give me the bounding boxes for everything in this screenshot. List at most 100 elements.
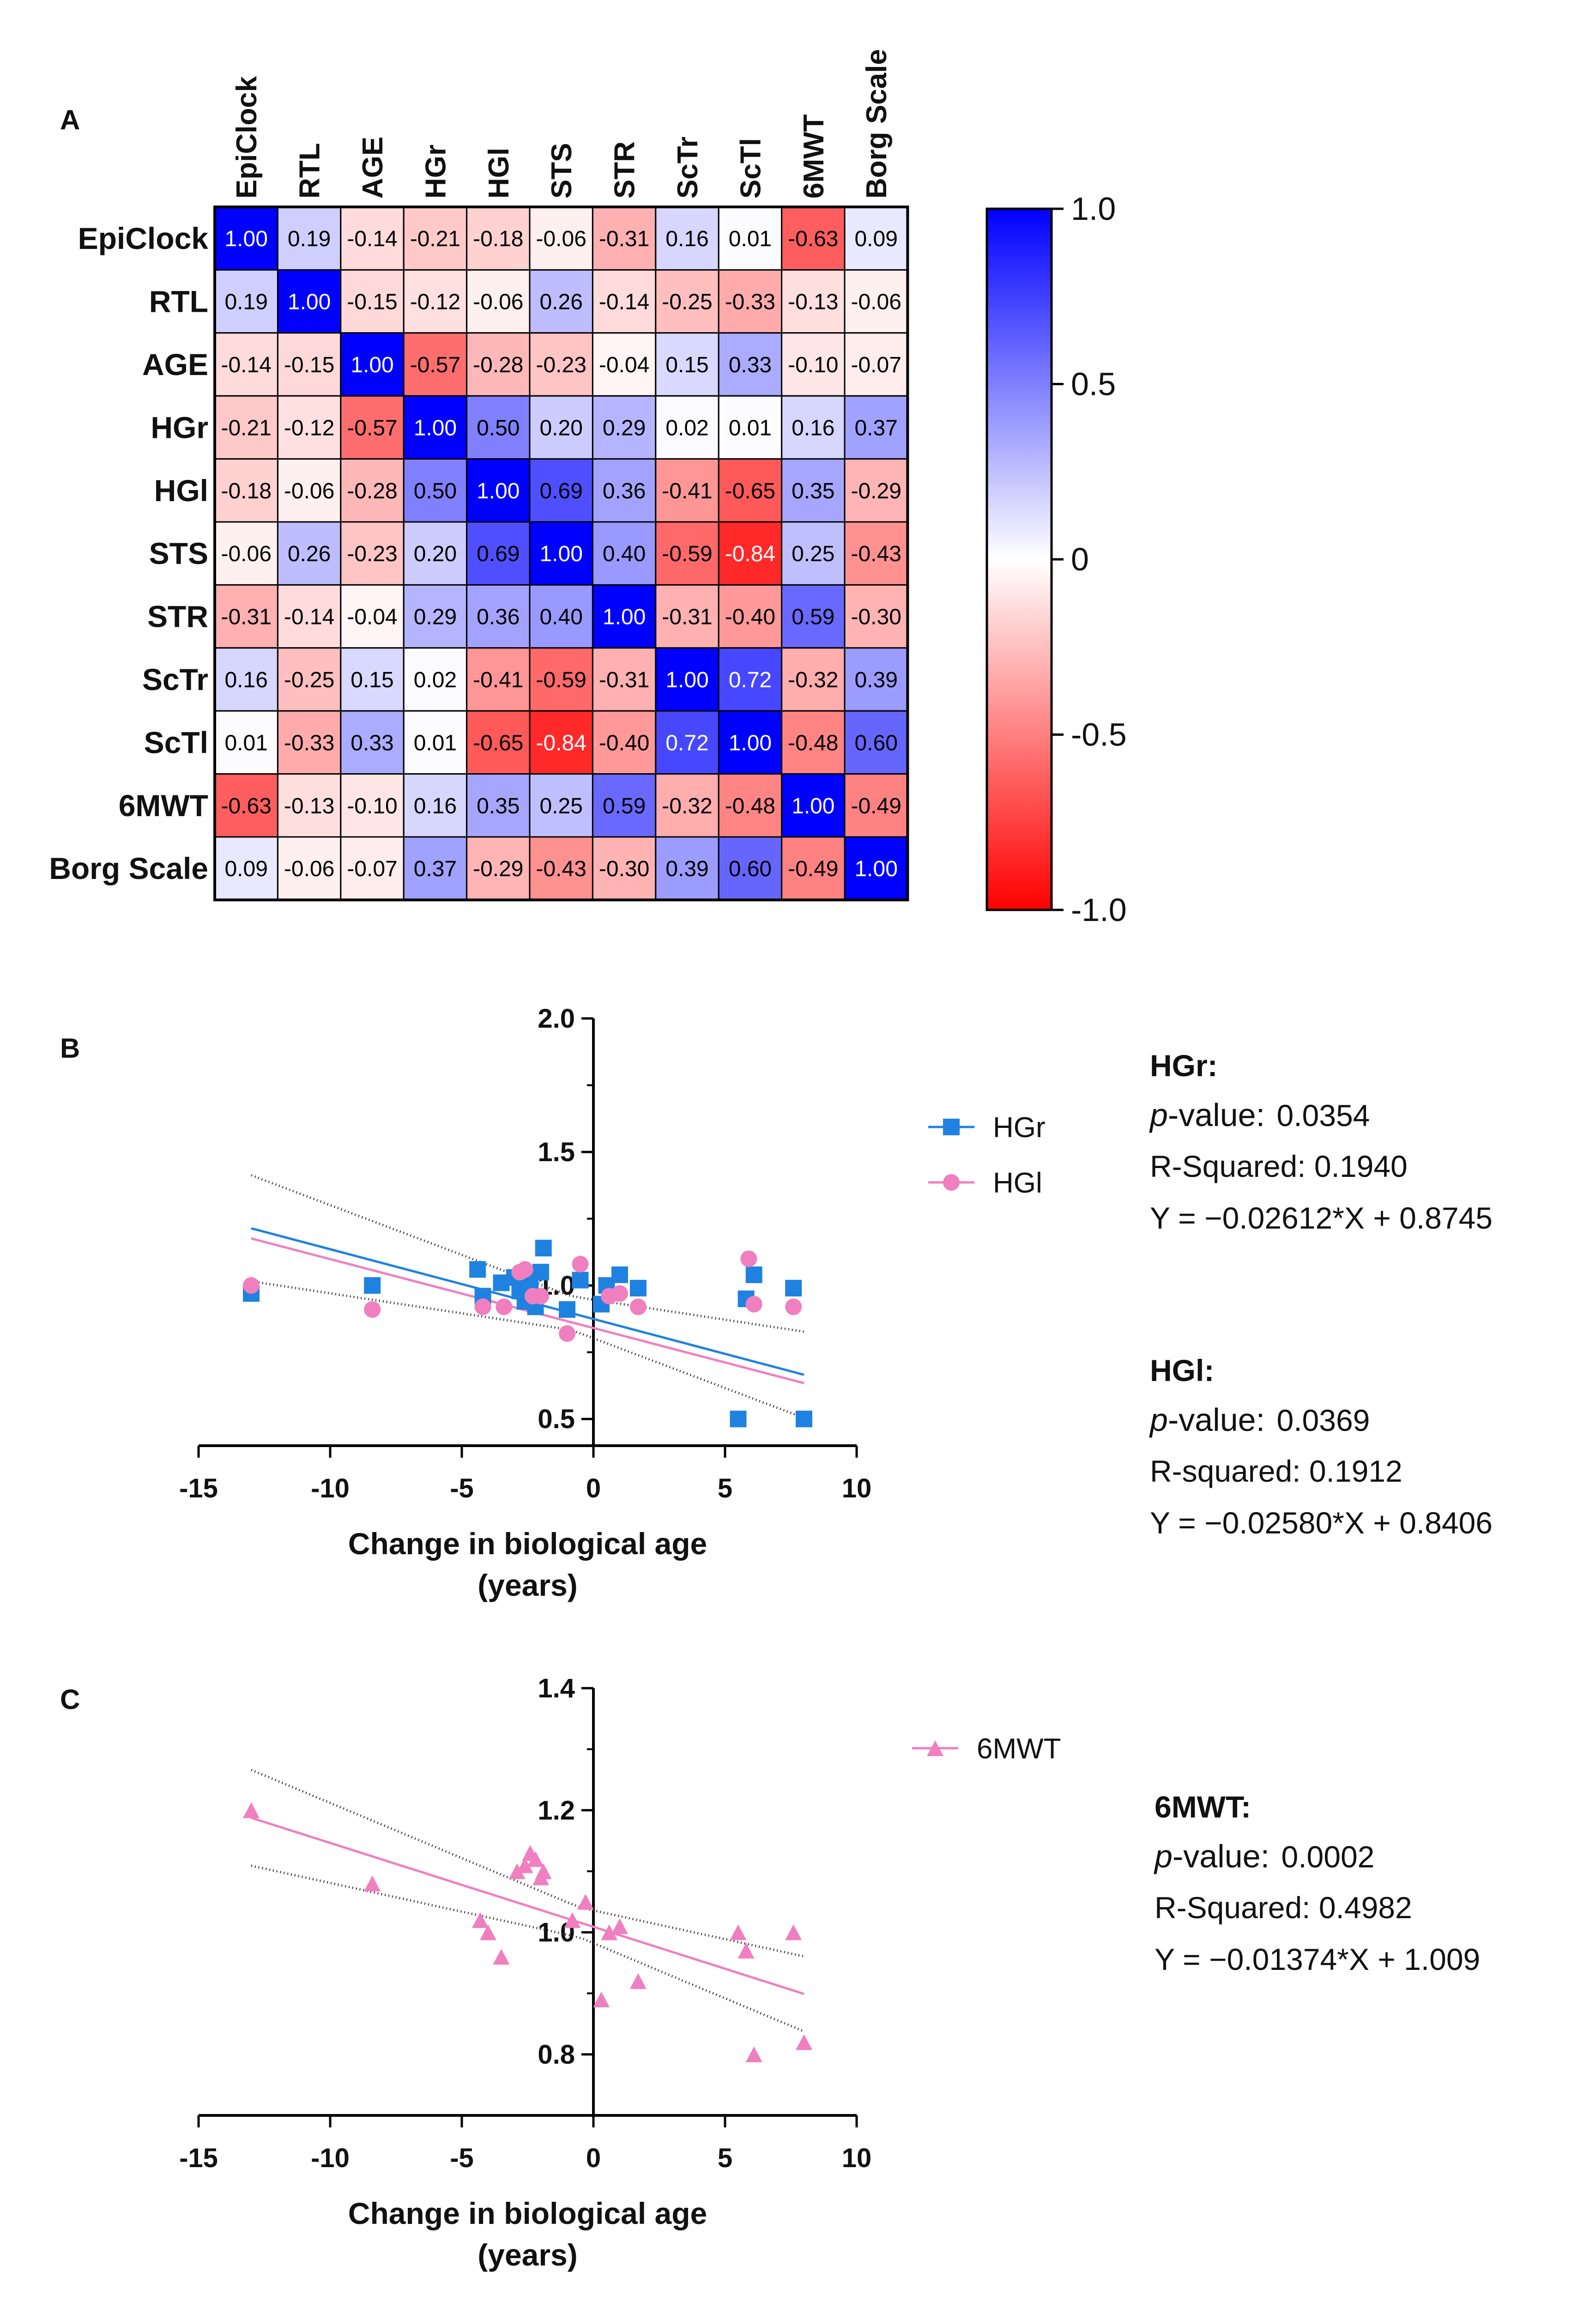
heatmap-cell [403,458,468,523]
heatmap-cell [277,647,342,712]
cell-value: -0.31 [599,668,649,692]
data-point [943,1174,960,1191]
data-point [785,1279,802,1296]
heatmap-cell [277,836,342,901]
cell-value: -0.23 [347,542,397,566]
column-label: STR [609,141,641,199]
data-point [364,1875,381,1891]
cell-value: -0.29 [851,479,901,503]
column-label: ScTl [735,138,767,199]
r-squared: R-Squared: 0.4982 [1155,1890,1412,1925]
cell-value: -0.59 [536,668,586,692]
cell-value: 1.00 [665,668,708,692]
cell-value: 1.00 [729,731,772,755]
data-point [508,1863,526,1879]
heatmap-cell [718,836,783,901]
cell-value: -0.12 [284,416,334,440]
heatmap-cell [403,395,468,460]
stat-heading: HGr: [1150,1048,1218,1083]
cell-value: -0.10 [347,794,397,818]
heatmap-cell [403,584,468,649]
legend-label: HGr [993,1112,1046,1144]
data-point [629,1279,647,1296]
cell-value: 0.69 [539,479,582,503]
data-point [496,1298,513,1315]
cell-value: -0.13 [788,290,838,315]
row-label: HGl [154,473,208,508]
cell-value: 0.15 [665,353,708,377]
heatmap-cell [781,647,846,712]
legend-label: 6MWT [977,1733,1061,1765]
cell-value: 0.50 [414,479,457,503]
cell-value: -0.04 [347,605,397,630]
heatmap-cell [655,647,719,712]
data-point [559,1325,575,1342]
column-label: Borg Scale [861,49,893,199]
cell-value: -0.48 [725,794,775,818]
data-point [629,1298,647,1315]
colorbar-bar [985,207,1053,911]
r-squared: R-squared: 0.1912 [1150,1454,1403,1488]
heatmap-cell [529,521,593,586]
column-label: HGl [483,148,515,199]
x-axis-title-line2: (years) [478,1568,577,1602]
data-point [796,2034,812,2050]
cell-value: 0.72 [665,731,708,755]
data-point [601,1924,618,1940]
data-point [740,1250,757,1267]
data-point [474,1298,491,1315]
cell-value: -0.57 [347,416,397,440]
cell-value: 0.01 [414,731,457,755]
x-axis-title: Change in biological age [348,1527,707,1561]
heatmap-cell [592,269,657,334]
row-label: RTL [149,285,208,319]
cell-value: -0.21 [221,416,271,440]
column-label: EpiClock [231,76,263,199]
heatmap-cell [214,458,278,523]
cell-value: -0.65 [473,731,523,755]
cell-value: -0.04 [599,353,649,377]
heatmap-cell [214,521,278,586]
cell-value: -0.15 [347,290,397,315]
x-tick-label: 10 [842,1473,872,1503]
heatmap-cell [529,836,593,901]
data-point [527,1851,544,1867]
heatmap-cell [592,395,657,460]
y-tick-label: 0.5 [538,1404,575,1434]
p-value: 0.0369 [1277,1403,1370,1437]
cell-value: -0.06 [851,290,901,315]
cell-value: 0.01 [224,731,267,755]
cell-value: 1.00 [351,353,393,377]
data-point [730,1411,747,1428]
heatmap-cell [844,584,908,649]
data-point [593,1991,610,2008]
heatmap-cell [529,647,593,712]
p-italic: p [1149,1402,1168,1438]
heatmap-cell [277,458,342,523]
cell-value: -0.33 [284,731,334,755]
cell-value: 0.16 [665,227,708,251]
heatmap-cell [592,584,657,649]
data-point [532,1288,549,1305]
heatmap-cell [466,773,531,838]
x-tick-label: -5 [450,1473,474,1503]
cell-value: 0.36 [477,605,520,630]
cell-value: 0.20 [539,416,582,440]
x-axis-title-line2: (years) [478,2238,577,2272]
heatmap-cell [844,521,908,586]
data-point [738,1943,755,1959]
heatmap-cell [718,710,783,775]
heatmap-cell [781,395,846,460]
panel-c-letter: C [60,1684,80,1715]
heatmap-cell [844,710,908,775]
cell-value: 0.36 [603,479,646,503]
cell-value: 0.35 [792,479,834,503]
heatmap-cell [718,458,783,523]
heatmap-cell [466,647,531,712]
data-point [611,1918,628,1934]
x-tick-label: -5 [450,2143,474,2173]
cell-value: 0.15 [351,668,393,692]
